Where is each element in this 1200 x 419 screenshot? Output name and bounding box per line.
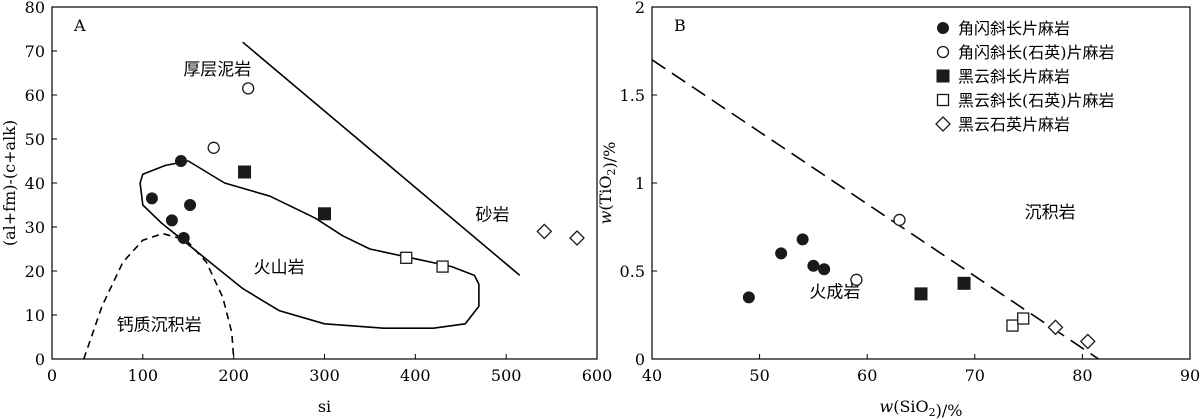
y-tick-label: 60 bbox=[25, 86, 45, 105]
data-point bbox=[742, 291, 755, 304]
x-tick-label: 40 bbox=[642, 366, 662, 385]
legend-marker bbox=[935, 116, 951, 132]
x-tick-label: 500 bbox=[491, 366, 522, 385]
x-tick-label: 400 bbox=[400, 366, 431, 385]
region-label: 火山岩 bbox=[254, 258, 305, 278]
data-point bbox=[165, 214, 178, 227]
x-tick-label: 600 bbox=[582, 366, 613, 385]
volcanic-field-outline bbox=[139, 160, 480, 329]
y-axis-label: w(TiO2)/% bbox=[596, 142, 619, 225]
x-tick-label: 50 bbox=[749, 366, 769, 385]
legend-marker bbox=[936, 93, 950, 107]
x-axis-label: w(SiO2)/% bbox=[880, 397, 963, 419]
legend-label: 黑云斜长片麻岩 bbox=[958, 67, 1070, 86]
data-point bbox=[569, 230, 585, 246]
panel-letter: B bbox=[674, 16, 686, 35]
data-point bbox=[318, 207, 331, 221]
y-tick-label: 2 bbox=[635, 0, 645, 17]
calcareous-field-outline bbox=[83, 232, 235, 360]
data-point bbox=[957, 276, 971, 290]
legend-label: 角闪斜长(石英)片麻岩 bbox=[958, 43, 1115, 62]
data-point bbox=[818, 263, 831, 276]
data-point bbox=[850, 273, 863, 286]
x-tick-label: 200 bbox=[218, 366, 249, 385]
data-point bbox=[914, 287, 928, 301]
data-point bbox=[242, 82, 255, 95]
panel-b: 40 50 60 70 80 90 0 0.5 1 1.5 2 Bw(SiO2)/% w(TiO2)/%… bbox=[596, 0, 1200, 419]
data-point bbox=[177, 232, 190, 244]
data-point bbox=[1047, 319, 1064, 336]
y-tick-label: 0.5 bbox=[620, 262, 645, 281]
data-point bbox=[207, 141, 220, 154]
x-axis-label: si bbox=[318, 397, 331, 416]
y-tick-label: 0 bbox=[635, 350, 645, 369]
y-tick-label: 0 bbox=[35, 350, 45, 369]
legend-marker bbox=[937, 22, 949, 34]
y-axis-label: (al+fm)-(c+alk) bbox=[0, 120, 19, 246]
x-tick-label: 0 bbox=[47, 366, 57, 385]
y-tick-label: 30 bbox=[25, 218, 45, 237]
legend: 角闪斜长片麻岩角闪斜长(石英)片麻岩黑云斜长片麻岩黑云斜长(石英)片麻岩黑云石英… bbox=[935, 19, 1115, 134]
y-tick-label: 1 bbox=[635, 174, 645, 193]
y-tick-label: 70 bbox=[25, 42, 45, 61]
data-point bbox=[796, 233, 809, 246]
legend-label: 黑云斜长(石英)片麻岩 bbox=[958, 91, 1115, 110]
data-point bbox=[1017, 312, 1030, 325]
region-label: 厚层泥岩 bbox=[183, 60, 251, 80]
data-point bbox=[1079, 333, 1096, 350]
region-label: 砂岩 bbox=[476, 205, 510, 225]
x-tick-label: 90 bbox=[1180, 366, 1200, 385]
data-point bbox=[145, 192, 158, 205]
data-point bbox=[775, 247, 788, 260]
y-tick-label: 10 bbox=[25, 306, 45, 325]
region-label: 钙质沉积岩 bbox=[117, 315, 202, 335]
y-tick-label: 20 bbox=[25, 262, 45, 281]
y-tick-label: 1.5 bbox=[620, 86, 645, 105]
region-label: 沉积岩 bbox=[1025, 203, 1076, 223]
data-point bbox=[893, 213, 906, 227]
y-tick-label: 50 bbox=[25, 130, 45, 149]
data-point bbox=[536, 223, 553, 240]
data-point bbox=[238, 165, 252, 179]
boundary-line bbox=[242, 41, 521, 277]
legend-marker bbox=[936, 45, 950, 59]
data-point bbox=[400, 251, 413, 264]
x-tick-label: 60 bbox=[857, 366, 877, 385]
data-point bbox=[436, 260, 449, 273]
x-tick-label: 300 bbox=[309, 366, 340, 385]
panel-letter: A bbox=[73, 16, 86, 35]
x-tick-label: 80 bbox=[1072, 366, 1092, 385]
data-point bbox=[174, 155, 187, 167]
x-tick-label: 100 bbox=[128, 366, 159, 385]
legend-label: 黑云石英片麻岩 bbox=[958, 115, 1070, 134]
legend-marker bbox=[936, 69, 950, 83]
plot-frame bbox=[51, 6, 598, 360]
region-label: 火成岩 bbox=[809, 282, 860, 302]
panel-a: 0 100 200 300 400 500 600 0 10 20 30 40 50 60 70 80 Asi (… bbox=[0, 0, 612, 416]
y-tick-label: 40 bbox=[25, 174, 45, 193]
y-tick-label: 80 bbox=[25, 0, 45, 17]
boundary-line bbox=[651, 59, 1099, 360]
data-point bbox=[184, 199, 197, 211]
x-tick-label: 70 bbox=[965, 366, 985, 385]
data-point bbox=[1006, 319, 1019, 332]
legend-label: 角闪斜长片麻岩 bbox=[958, 19, 1070, 38]
data-point bbox=[807, 259, 820, 272]
